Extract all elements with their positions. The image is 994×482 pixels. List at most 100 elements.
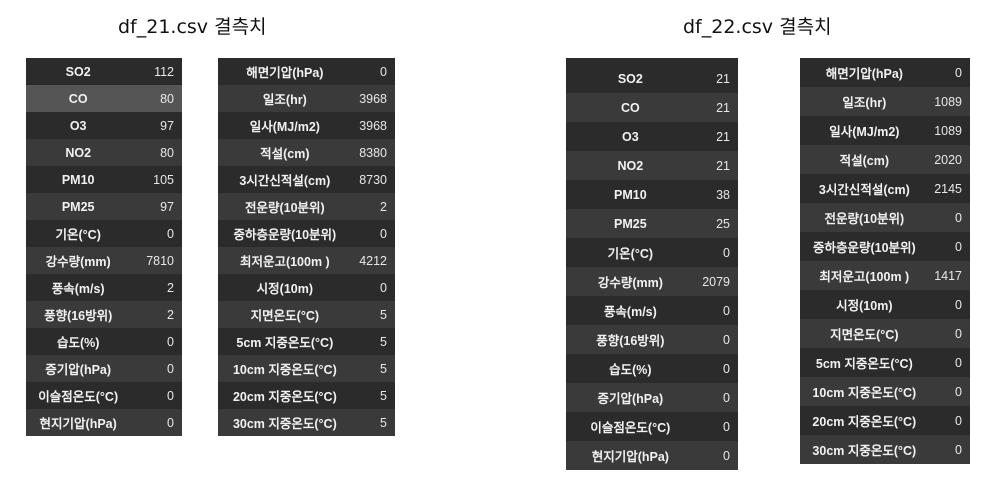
row-label: 최저운고(100m ) — [819, 270, 910, 284]
table-row: 일사(MJ/m2) 3968 — [218, 112, 395, 139]
row-label: 3시간신적설(cm) — [239, 174, 331, 188]
table-row: 30cm 지중온도(°C) 0 — [800, 435, 970, 464]
row-value: 0 — [380, 280, 387, 295]
row-value: 38 — [716, 187, 730, 202]
table-df22-left: SO2 21 CO 21 O3 21 NO2 21 PM10 38 PM25 25 기온(°C) 0 강수량… — [566, 58, 738, 470]
row-value: 0 — [955, 239, 962, 254]
row-value: 21 — [716, 71, 730, 86]
table-row: 풍속(m/s) 2 — [26, 274, 182, 301]
table-df22-right: 해면기압(hPa) 0 일조(hr) 1089 일사(MJ/m2) 1089 적설(cm) 2… — [800, 58, 970, 464]
row-label: 해면기압(hPa) — [246, 66, 324, 80]
row-label: 5cm 지중온도(°C) — [815, 357, 913, 371]
row-label: NO2 — [617, 158, 644, 173]
row-label: SO2 — [65, 64, 91, 79]
row-value: 0 — [955, 297, 962, 312]
row-value: 0 — [167, 226, 174, 241]
row-label: 풍속(m/s) — [51, 282, 105, 296]
row-value: 0 — [723, 448, 730, 463]
row-value: 0 — [955, 210, 962, 225]
table-row: O3 97 — [26, 112, 182, 139]
row-value: 2 — [167, 307, 174, 322]
row-value: 0 — [955, 355, 962, 370]
row-label: 풍속(m/s) — [603, 305, 657, 319]
table-row: CO 80 — [26, 85, 182, 112]
row-label: 전운량(10분위) — [244, 201, 325, 215]
row-label: 증기압(hPa) — [45, 363, 112, 377]
row-value: 2145 — [934, 181, 962, 196]
row-label: 일사(MJ/m2) — [829, 125, 900, 139]
row-label: 강수량(mm) — [45, 255, 111, 269]
table-row: SO2 112 — [26, 58, 182, 85]
row-value: 1089 — [934, 94, 962, 109]
row-value: 25 — [716, 216, 730, 231]
row-value: 2079 — [702, 274, 730, 289]
row-label: 해면기압(hPa) — [825, 67, 903, 81]
row-label: O3 — [69, 118, 87, 133]
row-label: 3시간신적설(cm) — [818, 183, 910, 197]
table-row: PM25 25 — [566, 209, 738, 238]
table-row: 시정(10m) 0 — [218, 274, 395, 301]
row-label: O3 — [622, 129, 639, 144]
row-value: 5 — [380, 388, 387, 403]
row-label: 현지기압(hPa) — [591, 450, 669, 464]
row-label: PM10 — [614, 187, 647, 202]
table-row: 지면온도(°C) 5 — [218, 301, 395, 328]
row-value: 0 — [723, 245, 730, 260]
row-label: 5cm 지중온도(°C) — [236, 336, 334, 350]
table-row: 해면기압(hPa) 0 — [800, 58, 970, 87]
row-label: 일사(MJ/m2) — [249, 120, 320, 134]
table-row: 전운량(10분위) 2 — [218, 193, 395, 220]
row-label: 중하층운량(10분위) — [812, 241, 916, 255]
row-label: 10cm 지중온도(°C) — [812, 386, 917, 400]
table-row: 강수량(mm) 2079 — [566, 267, 738, 296]
row-value: 80 — [160, 145, 174, 160]
row-label: 30cm 지중온도(°C) — [232, 417, 337, 431]
table-row: 기온(°C) 0 — [566, 238, 738, 267]
table-row: 해면기압(hPa) 0 — [218, 58, 395, 85]
table-row: 현지기압(hPa) 0 — [26, 409, 182, 436]
row-value: 2 — [167, 280, 174, 295]
row-label: 중하층운량(10분위) — [233, 228, 337, 242]
row-label: 습도(%) — [56, 336, 100, 350]
row-label: NO2 — [65, 145, 92, 160]
table-row: 증기압(hPa) 0 — [566, 383, 738, 412]
row-value: 0 — [723, 303, 730, 318]
row-label: 증기압(hPa) — [597, 392, 664, 406]
row-label: 최저운고(100m ) — [239, 255, 330, 269]
row-value: 4212 — [359, 253, 387, 268]
row-label: 적설(cm) — [260, 147, 310, 161]
table-row: 10cm 지중온도(°C) 5 — [218, 355, 395, 382]
row-label: 적설(cm) — [839, 154, 890, 168]
table-row: 일조(hr) 3968 — [218, 85, 395, 112]
row-label: 시정(10m) — [836, 299, 893, 313]
row-value: 0 — [167, 361, 174, 376]
table-row: 중하층운량(10분위) 0 — [800, 232, 970, 261]
table-row: CO 21 — [566, 93, 738, 122]
row-value: 21 — [716, 129, 730, 144]
row-label: 강수량(mm) — [597, 276, 663, 290]
row-value: 21 — [716, 100, 730, 115]
table-row: 풍향(16방위) 0 — [566, 325, 738, 354]
row-label: 지면온도(°C) — [250, 309, 320, 323]
title-df21: df_21.csv 결측치 — [118, 16, 267, 38]
row-label: 30cm 지중온도(°C) — [812, 444, 917, 458]
row-label: 10cm 지중온도(°C) — [232, 363, 337, 377]
table-row: NO2 21 — [566, 151, 738, 180]
row-label: CO — [68, 91, 88, 106]
row-value: 0 — [723, 332, 730, 347]
table-row: 중하층운량(10분위) 0 — [218, 220, 395, 247]
table-row: 일조(hr) 1089 — [800, 87, 970, 116]
table-row: 최저운고(100m ) 4212 — [218, 247, 395, 274]
table-row: 3시간신적설(cm) 8730 — [218, 166, 395, 193]
row-value: 1417 — [934, 268, 962, 283]
table-row: PM10 105 — [26, 166, 182, 193]
row-value: 5 — [380, 361, 387, 376]
row-value: 1089 — [934, 123, 962, 138]
table-row: 현지기압(hPa) 0 — [566, 441, 738, 470]
title-df22: df_22.csv 결측치 — [683, 16, 832, 38]
table-row: 기온(°C) 0 — [26, 220, 182, 247]
row-value: 0 — [723, 419, 730, 434]
table-row: 지면온도(°C) 0 — [800, 319, 970, 348]
row-label: PM25 — [614, 216, 647, 231]
row-label: 이슬점온도(°C) — [590, 421, 671, 435]
